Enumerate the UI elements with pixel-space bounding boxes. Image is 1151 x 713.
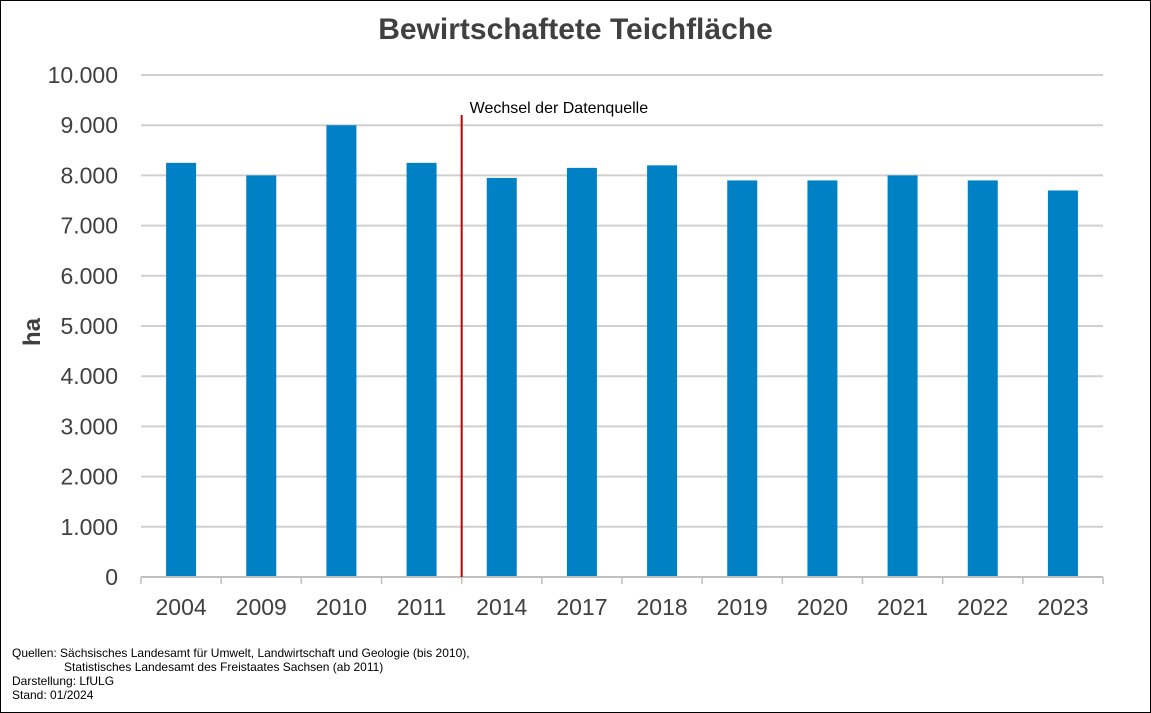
- bar: [727, 180, 758, 578]
- x-axis: [140, 576, 1104, 584]
- y-tick-label: 8.000: [60, 162, 118, 188]
- y-tick-label: 7.000: [60, 213, 118, 239]
- data-source-change-annotation: Wechsel der Datenquelle: [460, 100, 649, 577]
- bar: [566, 167, 597, 577]
- source-line-2: Statistisches Landesamt des Freistaates …: [64, 660, 384, 674]
- date-line: Stand: 01/2024: [12, 688, 94, 702]
- x-tick-label: 2014: [476, 594, 527, 620]
- x-tick-label: 2018: [636, 594, 687, 620]
- bar: [967, 180, 998, 578]
- x-tick-label: 2021: [877, 594, 928, 620]
- y-tick-label: 0: [105, 564, 118, 590]
- x-tick-label: 2004: [155, 594, 206, 620]
- bars: [166, 125, 1078, 578]
- y-tick-label: 5.000: [60, 313, 118, 339]
- y-tick-label: 4.000: [60, 363, 118, 389]
- y-tick-label: 9.000: [60, 112, 118, 138]
- x-tick-label: 2023: [1037, 594, 1088, 620]
- chart-footer: Quellen: Sächsisches Landesamt für Umwel…: [12, 646, 470, 702]
- y-tick-label: 10.000: [48, 62, 118, 88]
- bar: [647, 165, 678, 578]
- bar: [1047, 190, 1078, 577]
- y-tick-label: 2.000: [60, 464, 118, 490]
- bar: [887, 175, 918, 577]
- y-tick-label: 6.000: [60, 263, 118, 289]
- y-axis-label: ha: [19, 317, 46, 346]
- x-tick-label: 2019: [717, 594, 768, 620]
- x-tick-label: 2009: [236, 594, 287, 620]
- y-axis-tick-labels: 0 1.000 2.000 3.000 4.000 5.000 6.000 7.000 8.00…: [48, 62, 118, 590]
- x-tick-label: 2020: [797, 594, 848, 620]
- x-axis-tick-labels: 2004 2009 2010 2011 2014 2017 2018 2019 2020 2021…: [155, 594, 1088, 620]
- x-tick-label: 2011: [397, 594, 446, 620]
- chart-title: Bewirtschaftete Teichfläche: [378, 13, 773, 46]
- bar: [326, 125, 357, 577]
- x-tick-label: 2017: [556, 594, 607, 620]
- bar: [166, 162, 197, 577]
- y-tick-label: 1.000: [60, 514, 118, 540]
- bar: [807, 180, 838, 578]
- credit-line: Darstellung: LfULG: [12, 674, 115, 688]
- gridlines: [141, 74, 1103, 528]
- source-line-1: Quellen: Sächsisches Landesamt für Umwel…: [12, 646, 470, 660]
- y-tick-label: 3.000: [60, 413, 118, 439]
- x-tick-label: 2022: [957, 594, 1008, 620]
- bar: [486, 177, 517, 577]
- bar: [406, 162, 437, 577]
- x-tick-label: 2010: [316, 594, 367, 620]
- bar: [246, 175, 277, 577]
- data-source-change-label: Wechsel der Datenquelle: [470, 100, 649, 117]
